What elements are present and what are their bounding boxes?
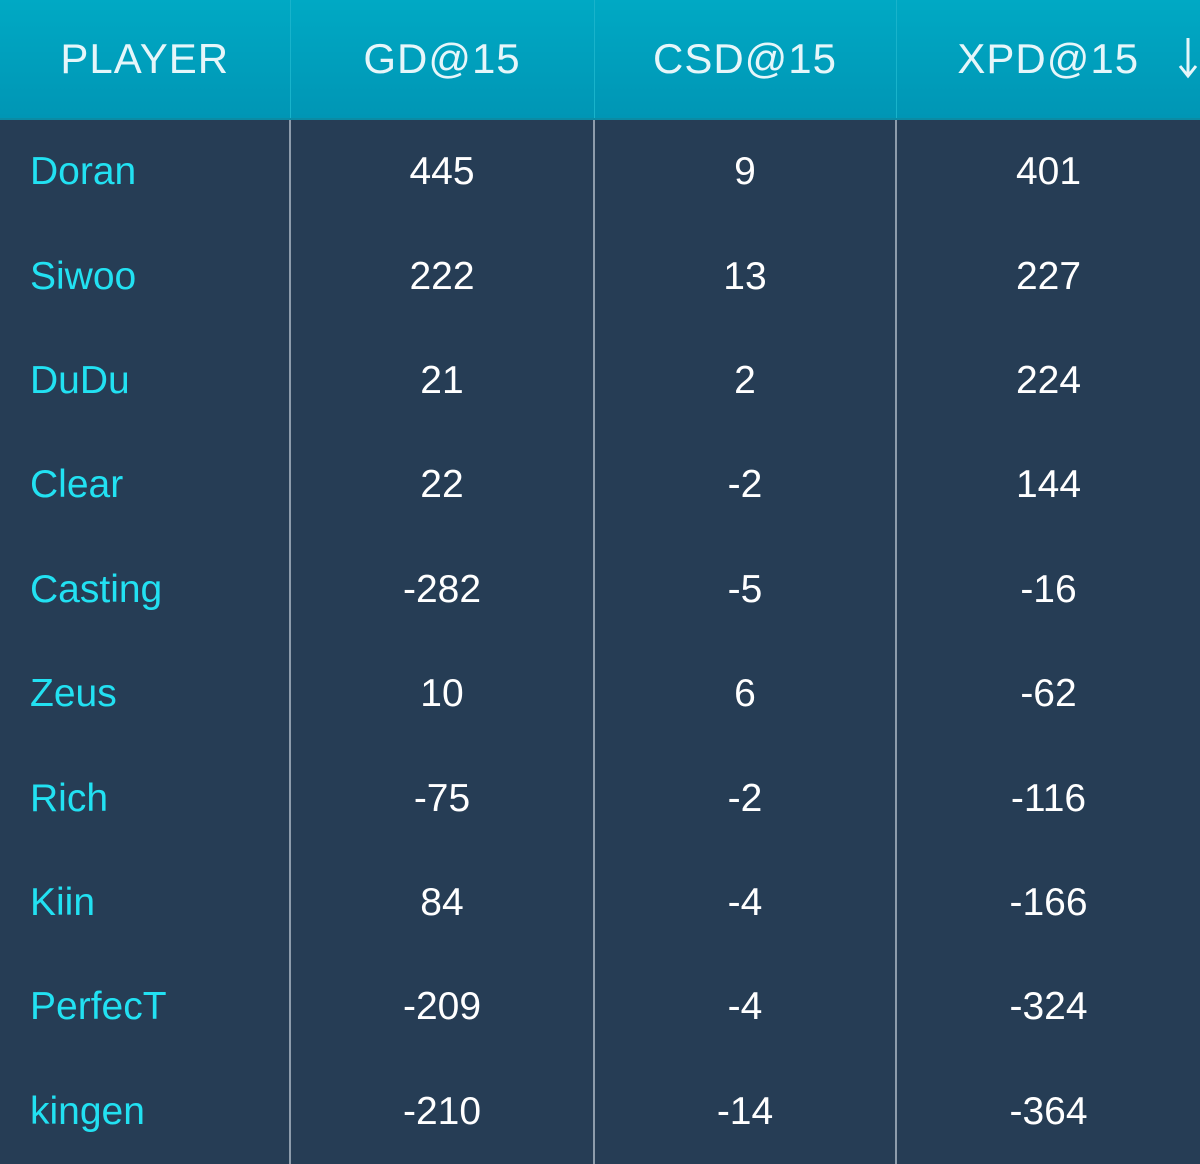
stat-cell: 13 [593, 224, 896, 329]
stat-cell: -4 [593, 850, 896, 956]
player-name[interactable]: Rich [30, 776, 109, 820]
stat-cell: -324 [895, 955, 1200, 1060]
header-row: PLAYER GD@15 CSD@15 XPD@15 [0, 0, 1200, 120]
player-name[interactable]: kingen [30, 1089, 145, 1133]
stat-cell: -14 [593, 1059, 896, 1164]
stat-cell: -75 [289, 746, 594, 851]
player-name[interactable]: PerfecT [30, 985, 167, 1029]
stat-cell: 401 [895, 119, 1200, 225]
stat-cell: 6 [593, 641, 896, 747]
stat-cell: -116 [895, 746, 1200, 851]
table-header: PLAYER GD@15 CSD@15 XPD@15 [0, 0, 1200, 120]
table-row: Doran 445 9 401 [0, 119, 1200, 225]
stat-cell: 10 [289, 641, 594, 747]
stat-cell: -364 [895, 1059, 1200, 1164]
column-header[interactable]: XPD@15 [895, 0, 1200, 120]
player-name[interactable]: DuDu [30, 358, 130, 402]
table-row: kingen -210 -14 -364 [0, 1059, 1200, 1164]
stat-cell: 9 [593, 119, 896, 225]
table-row: Clear 22 -2 144 [0, 433, 1200, 538]
table-row: DuDu 21 2 224 [0, 328, 1200, 434]
table-row: Zeus 10 6 -62 [0, 641, 1200, 747]
stat-cell: 227 [895, 224, 1200, 329]
stat-cell: 2 [593, 328, 896, 434]
player-name[interactable]: Siwoo [30, 254, 137, 298]
stat-cell: 222 [289, 224, 594, 329]
player-name[interactable]: Kiin [30, 880, 96, 924]
stat-cell: 144 [895, 433, 1200, 538]
stat-cell: -4 [593, 955, 896, 1060]
stat-cell: -210 [289, 1059, 594, 1164]
stat-cell: -166 [895, 850, 1200, 956]
stat-cell: -16 [895, 537, 1200, 642]
table-row: Rich -75 -2 -116 [0, 746, 1200, 851]
stat-cell: 445 [289, 119, 594, 225]
stat-cell: -2 [593, 433, 896, 538]
stat-cell: 224 [895, 328, 1200, 434]
stat-cell: -209 [289, 955, 594, 1060]
player-name[interactable]: Casting [30, 567, 163, 611]
player-name[interactable]: Doran [30, 150, 137, 194]
stat-cell: -5 [593, 537, 896, 642]
table-row: Siwoo 222 13 227 [0, 224, 1200, 329]
stat-cell: 21 [289, 328, 594, 434]
stat-cell: -282 [289, 537, 594, 642]
player-name[interactable]: Zeus [30, 672, 117, 716]
stat-cell: -62 [895, 641, 1200, 747]
column-header[interactable]: GD@15 [289, 0, 594, 120]
player-name[interactable]: Clear [30, 463, 124, 507]
column-header[interactable]: PLAYER [0, 0, 290, 120]
table-row: PerfecT -209 -4 -324 [0, 955, 1200, 1060]
table-row: Kiin 84 -4 -166 [0, 850, 1200, 956]
column-header[interactable]: CSD@15 [593, 0, 896, 120]
sort-arrow [1178, 38, 1198, 79]
table-row: Casting -282 -5 -16 [0, 537, 1200, 642]
table-body: Doran 445 9 401 Siwoo 222 13 227 DuDu 21 2 224 Clear… [0, 119, 1200, 1164]
stat-cell: 84 [289, 850, 594, 956]
stat-cell: 22 [289, 433, 594, 538]
stat-cell: -2 [593, 746, 896, 851]
